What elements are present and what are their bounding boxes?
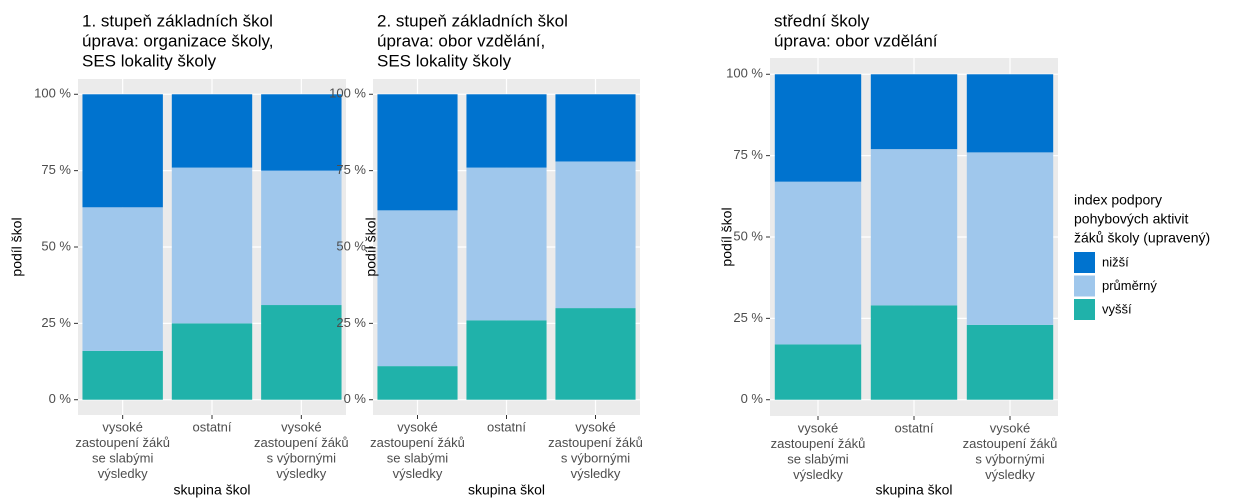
x-tick-label: vysoké bbox=[281, 419, 321, 434]
x-tick-label: zastoupení žáků bbox=[75, 435, 170, 450]
legend-label: nižší bbox=[1102, 254, 1129, 269]
bar-segment bbox=[377, 366, 458, 400]
x-tick-label: výsledky bbox=[571, 466, 621, 481]
x-tick-label: vysoké bbox=[102, 419, 142, 434]
bar-segment bbox=[966, 152, 1054, 325]
legend-label: vyšší bbox=[1102, 301, 1132, 316]
y-tick-label: 50 % bbox=[733, 228, 763, 243]
bar-segment bbox=[82, 207, 163, 351]
chart-title: 2. stupeň základních škol bbox=[377, 11, 568, 30]
legend-key bbox=[1074, 252, 1095, 273]
bar-segment bbox=[171, 167, 253, 324]
y-tick-label: 25 % bbox=[336, 315, 366, 330]
bar-segment bbox=[555, 94, 636, 162]
y-tick-label: 25 % bbox=[41, 315, 71, 330]
x-tick-label: zastoupení žáků bbox=[548, 435, 643, 450]
x-axis-label: skupina škol bbox=[468, 482, 545, 498]
legend-title: index podpory bbox=[1074, 192, 1162, 208]
bar-segment bbox=[555, 161, 636, 309]
x-tick-label: s výbornými bbox=[267, 450, 336, 465]
bar-segment bbox=[774, 181, 862, 345]
y-axis-label: podíl škol bbox=[363, 217, 379, 276]
bar-segment bbox=[261, 305, 342, 400]
y-tick-label: 0 % bbox=[49, 391, 72, 406]
x-tick-label: vysoké bbox=[990, 420, 1030, 435]
y-tick-label: 75 % bbox=[336, 162, 366, 177]
chart-title: střední školy bbox=[774, 11, 870, 30]
x-tick-label: se slabými bbox=[387, 450, 449, 465]
bar-segment bbox=[261, 94, 342, 171]
bar-segment bbox=[171, 323, 253, 400]
chart-title: SES lokality školy bbox=[377, 51, 512, 70]
chart-title: 1. stupeň základních škol bbox=[82, 11, 273, 30]
y-axis-label: podíl škol bbox=[9, 217, 25, 276]
x-tick-label: s výbornými bbox=[975, 451, 1044, 466]
y-tick-label: 0 % bbox=[344, 391, 367, 406]
bar-segment bbox=[966, 324, 1054, 400]
bar-segment bbox=[466, 167, 547, 321]
y-tick-label: 100 % bbox=[34, 86, 71, 101]
bar-segment bbox=[377, 94, 458, 211]
x-tick-label: ostatní bbox=[487, 419, 526, 434]
bar-segment bbox=[261, 170, 342, 306]
x-tick-label: ostatní bbox=[894, 420, 933, 435]
y-tick-label: 100 % bbox=[329, 86, 366, 101]
y-tick-label: 0 % bbox=[741, 391, 764, 406]
y-tick-label: 50 % bbox=[41, 238, 71, 253]
x-tick-label: se slabými bbox=[787, 451, 849, 466]
x-tick-label: zastoupení žáků bbox=[771, 436, 866, 451]
bar-segment bbox=[774, 344, 862, 400]
bar-segment bbox=[555, 308, 636, 400]
x-tick-label: výsledky bbox=[793, 467, 843, 482]
x-tick-label: zastoupení žáků bbox=[370, 435, 465, 450]
y-tick-label: 100 % bbox=[726, 66, 763, 81]
y-tick-label: 50 % bbox=[336, 238, 366, 253]
x-tick-label: se slabými bbox=[92, 450, 154, 465]
legend-key bbox=[1074, 299, 1095, 320]
bar-segment bbox=[377, 210, 458, 367]
bar-segment bbox=[466, 320, 547, 400]
y-axis-label: podíl škol bbox=[719, 207, 735, 266]
bar-segment bbox=[774, 74, 862, 182]
bar-segment bbox=[966, 74, 1054, 153]
chart-title: úprava: organizace školy, bbox=[82, 31, 274, 50]
x-tick-label: vysoké bbox=[575, 419, 615, 434]
x-tick-label: zastoupení žáků bbox=[254, 435, 349, 450]
y-tick-label: 75 % bbox=[733, 147, 763, 162]
x-tick-label: s výbornými bbox=[561, 450, 630, 465]
x-axis-label: skupina škol bbox=[875, 482, 952, 498]
x-tick-label: vysoké bbox=[397, 419, 437, 434]
bar-segment bbox=[82, 350, 163, 400]
x-tick-label: výsledky bbox=[393, 466, 443, 481]
y-tick-label: 25 % bbox=[733, 310, 763, 325]
bar-segment bbox=[870, 149, 958, 306]
x-tick-label: vysoké bbox=[798, 420, 838, 435]
bar-segment bbox=[466, 94, 547, 168]
bar-segment bbox=[82, 94, 163, 208]
x-tick-label: výsledky bbox=[98, 466, 148, 481]
legend-key bbox=[1074, 275, 1095, 297]
x-tick-label: výsledky bbox=[985, 467, 1035, 482]
bar-segment bbox=[870, 74, 958, 150]
chart-title: SES lokality školy bbox=[82, 51, 217, 70]
chart-title: úprava: obor vzdělání, bbox=[377, 31, 545, 50]
x-tick-label: výsledky bbox=[276, 466, 326, 481]
chart-title: úprava: obor vzdělání bbox=[774, 31, 938, 50]
bar-segment bbox=[870, 305, 958, 400]
legend-label: průměrný bbox=[1102, 278, 1157, 293]
x-tick-label: ostatní bbox=[192, 419, 231, 434]
legend-title: žáků školy (upravený) bbox=[1074, 230, 1210, 246]
y-tick-label: 75 % bbox=[41, 162, 71, 177]
legend-title: pohybových aktivit bbox=[1074, 211, 1189, 227]
bar-segment bbox=[171, 94, 253, 168]
x-tick-label: zastoupení žáků bbox=[963, 436, 1058, 451]
x-axis-label: skupina škol bbox=[173, 482, 250, 498]
